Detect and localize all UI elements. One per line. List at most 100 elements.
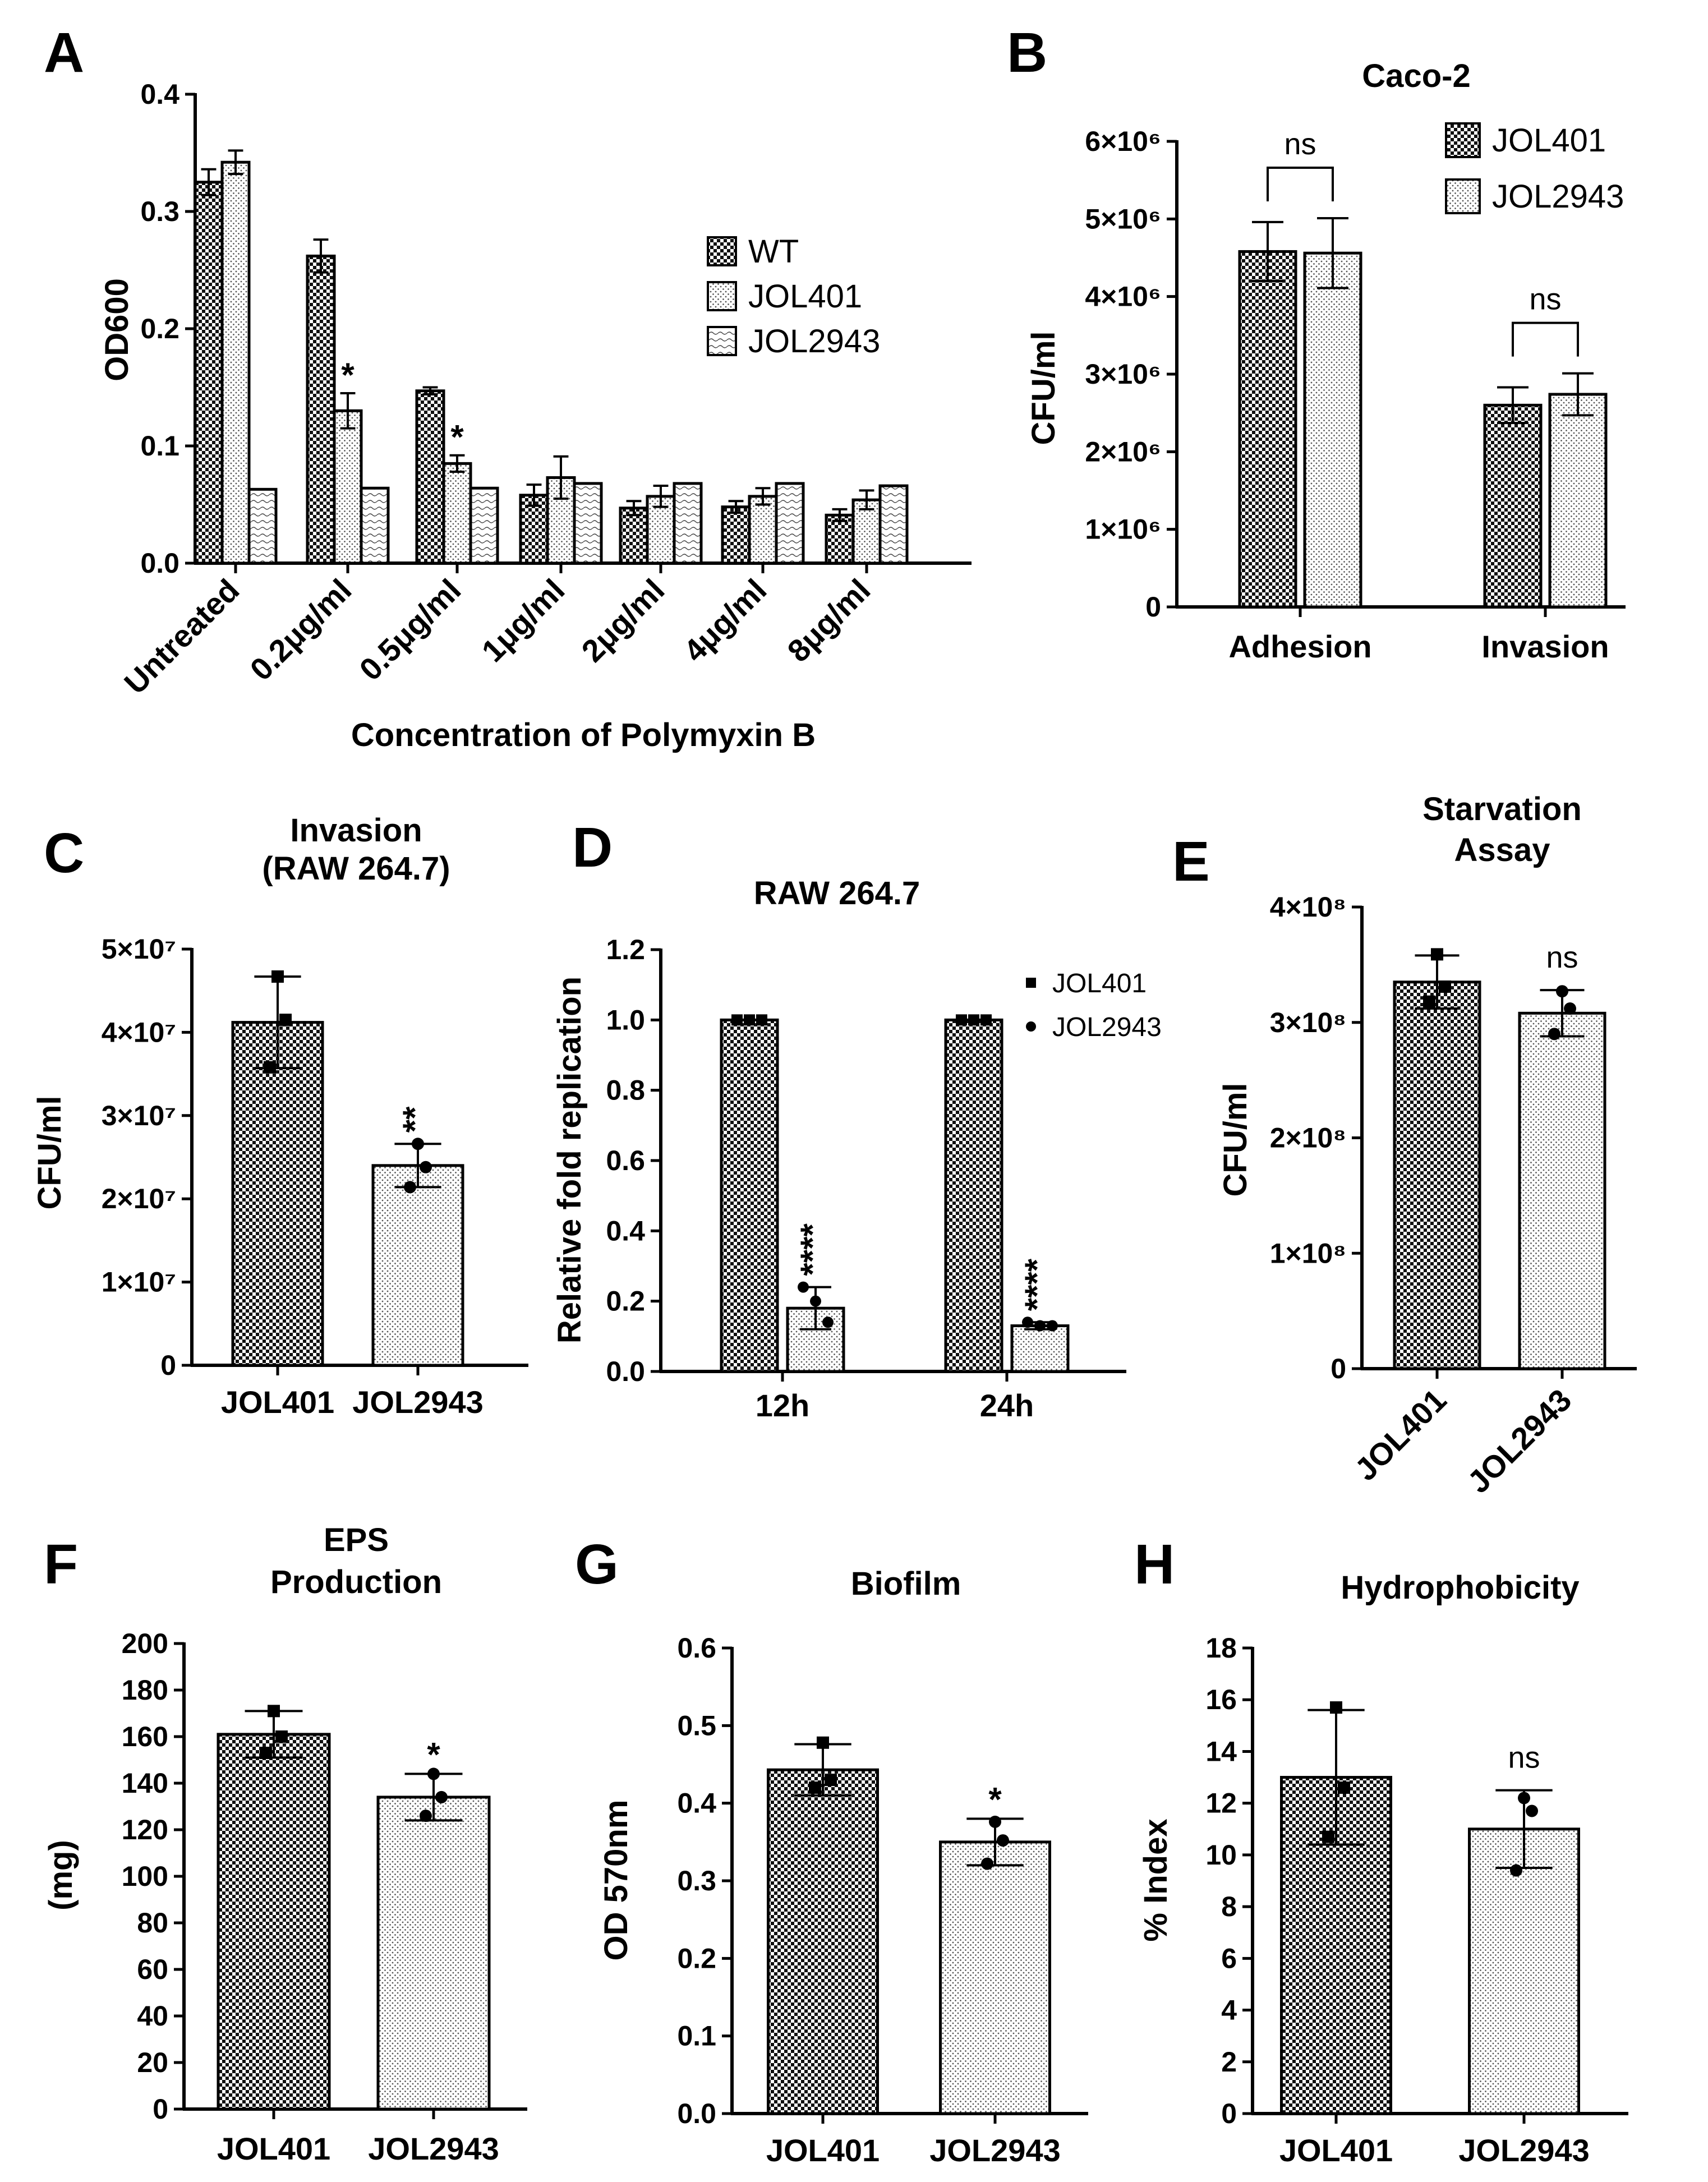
chart-title: Biofilm: [851, 1566, 961, 1602]
data-point: [1526, 1804, 1538, 1817]
x-category-label: JOL401: [1279, 2133, 1393, 2168]
legend-swatch: [1445, 178, 1481, 214]
bar-jol401-1: [944, 1018, 1003, 1373]
legend-label: JOL2943: [1492, 178, 1624, 215]
chart-subtitle: Assay: [1454, 832, 1550, 868]
legend-marker: [1026, 978, 1036, 988]
bar-jol2943: [376, 1796, 491, 2111]
y-tick-label: 2: [1221, 2046, 1237, 2078]
data-point: [1518, 1792, 1530, 1804]
legend-label: JOL401: [748, 278, 862, 315]
panel-c: 0 1×10⁷ 2×10⁷ 3×10⁷ 4×10⁷ 5×10⁷ JOL401 JOL2943 C…: [31, 812, 528, 1420]
y-axis-title: CFU/ml: [1217, 1083, 1254, 1197]
y-tick-label: 12: [1205, 1788, 1237, 1819]
data-point: [968, 1014, 979, 1026]
x-category-label: JOL401: [217, 2131, 330, 2166]
y-tick-label: 0.0: [606, 1356, 645, 1387]
y-tick-label: 4×10⁸: [1270, 891, 1346, 923]
bar-jol2943-1: [360, 486, 390, 565]
y-tick-label: 2×10⁷: [102, 1183, 176, 1214]
bar-wt-1: [306, 254, 336, 565]
bar-jol2943-1: [1010, 1324, 1070, 1373]
y-tick-label: 0.3: [677, 1865, 716, 1896]
y-tick-label: 0: [160, 1350, 176, 1381]
chart-title: Starvation: [1422, 791, 1582, 827]
y-tick-label: 80: [137, 1907, 168, 1939]
data-point: [1423, 995, 1435, 1008]
data-point: [1564, 1002, 1576, 1015]
x-category-label: JOL2943: [929, 2133, 1061, 2168]
data-point: [810, 1295, 821, 1307]
data-point: [260, 1747, 272, 1760]
legend-label: JOL2943: [1052, 1012, 1162, 1042]
panel-letter: H: [1134, 1533, 1175, 1596]
legend-marker: [1026, 1021, 1036, 1032]
y-tick-label: 3×10⁷: [102, 1100, 176, 1131]
bar-jol2943: [371, 1164, 464, 1367]
y-tick-label: 1.0: [606, 1004, 645, 1035]
legend-swatch: [707, 236, 737, 266]
panel-letter: F: [44, 1533, 78, 1596]
data-point: [275, 1730, 288, 1743]
y-tick-label: 0: [1221, 2098, 1237, 2129]
y-tick-label: 0.5: [677, 1710, 716, 1741]
data-point: [271, 970, 284, 983]
data-point: [420, 1161, 432, 1173]
bar-wt-4: [619, 507, 649, 565]
data-point: [989, 1815, 1001, 1828]
x-category-label: JOL2943: [368, 2131, 499, 2166]
data-point: [981, 1857, 993, 1870]
x-category-label: JOL2943: [352, 1384, 484, 1420]
y-axis-title: Relative fold replication: [551, 977, 588, 1343]
y-tick-label: 0.8: [606, 1075, 645, 1106]
chart-subtitle: (RAW 264.7): [262, 850, 450, 887]
bar-jol2943-2: [469, 486, 499, 565]
bar-jol401: [1393, 980, 1481, 1370]
y-tick-label: 0: [153, 2093, 168, 2125]
y-tick-label: 0: [1331, 1353, 1346, 1384]
legend-swatch: [707, 281, 737, 311]
y-tick-label: 0.2: [140, 313, 179, 344]
bar-jol2943-1: [1548, 393, 1608, 609]
x-category-label: 24h: [980, 1388, 1034, 1423]
y-tick-label: 40: [137, 2000, 168, 2032]
significance-stars: ****: [1018, 1258, 1056, 1311]
data-point: [997, 1834, 1009, 1847]
y-tick-label: 0.4: [140, 79, 179, 110]
data-point: [825, 1774, 837, 1787]
y-tick-label: 0.1: [677, 2020, 716, 2052]
x-category-label: 2μg/ml: [574, 572, 671, 669]
x-category-label: JOL401: [221, 1384, 334, 1420]
panel-h: 0 2 4 6 8 10 12 14 16 18 JOL401 JOL2943 % Index Hydro…: [1134, 1533, 1628, 2168]
data-point: [1047, 1320, 1058, 1332]
y-tick-label: 0.6: [606, 1145, 645, 1176]
bar-jol2943-0: [1303, 251, 1362, 609]
data-point: [1431, 948, 1443, 961]
bar-wt-5: [721, 505, 751, 565]
bar-jol401-0: [720, 1018, 779, 1373]
panel-letter: A: [44, 21, 84, 84]
data-point: [1439, 980, 1451, 993]
significance-star: *: [427, 1736, 440, 1773]
significance-star: *: [341, 356, 355, 394]
y-tick-label: 6×10⁶: [1085, 126, 1161, 157]
legend-label: JOL401: [1492, 122, 1606, 159]
y-tick-label: 14: [1205, 1736, 1237, 1767]
bar-jol2943-0: [247, 487, 278, 565]
y-tick-label: 0.4: [606, 1215, 645, 1246]
bar-wt-0: [194, 181, 224, 565]
chart-title: EPS: [324, 1522, 389, 1558]
y-tick-label: 1×10⁷: [102, 1267, 176, 1298]
y-axis-title: CFU/ml: [31, 1096, 68, 1210]
y-axis-title: OD600: [99, 278, 135, 381]
legend-label: JOL2943: [748, 323, 880, 360]
x-category-label: Adhesion: [1228, 629, 1371, 664]
y-tick-label: 0.4: [677, 1788, 716, 1819]
y-axis-title: % Index: [1138, 1819, 1174, 1941]
data-point: [404, 1181, 416, 1194]
bar-jol2943-5: [775, 482, 805, 565]
data-point: [798, 1281, 809, 1293]
chart-subtitle: Production: [270, 1564, 442, 1600]
y-tick-label: 0.6: [677, 1632, 716, 1664]
x-category-label: Untreated: [117, 572, 246, 701]
